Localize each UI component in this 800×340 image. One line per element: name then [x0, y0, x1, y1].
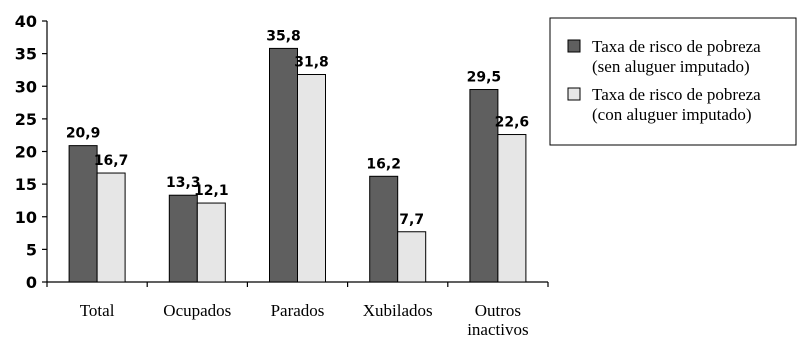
- data-label: 20,9: [66, 126, 101, 142]
- chart-bars: 20,9 16,7 13,312,1 35,8 31,8 16,2 7,7 29,5 22,6: [66, 28, 530, 283]
- x-category-label: Ocupados: [163, 301, 231, 320]
- data-label: 12,1: [194, 183, 229, 199]
- data-label: 22,6: [495, 115, 530, 131]
- bar: [168, 194, 198, 283]
- x-category-label: Xubilados: [363, 301, 433, 320]
- bar: [96, 172, 126, 283]
- data-label: 31,8: [294, 55, 329, 71]
- legend-label: (sen aluguer imputado): [592, 57, 750, 76]
- bar: [269, 47, 298, 283]
- data-label: 29,5: [467, 70, 502, 86]
- y-tick-label: 5: [26, 240, 37, 259]
- data-label: 16,2: [366, 156, 401, 172]
- y-tick-label: 40: [15, 12, 37, 31]
- bar: [68, 145, 98, 283]
- y-tick-label: 25: [15, 110, 37, 129]
- x-category-label: Parados: [271, 301, 325, 320]
- y-tick-label: 15: [15, 175, 37, 194]
- chart-legend: Taxa de risco de pobreza(sen aluguer imp…: [549, 17, 797, 146]
- x-category-label: Total: [80, 301, 115, 320]
- bar: [497, 134, 527, 283]
- bar: [196, 202, 226, 283]
- y-tick-label: 10: [15, 208, 37, 227]
- bar: [397, 231, 427, 283]
- legend-swatch: [567, 87, 581, 101]
- legend-label: Taxa de risco de pobreza: [592, 85, 761, 104]
- legend-label: Taxa de risco de pobreza: [592, 37, 761, 56]
- y-tick-label: 20: [15, 143, 37, 162]
- x-category-label: Outros: [475, 301, 521, 320]
- x-category-label: inactivos: [467, 320, 528, 339]
- data-label: 13,3: [166, 175, 201, 191]
- legend-swatch: [567, 39, 581, 53]
- data-label: 7,7: [399, 212, 424, 228]
- y-tick-label: 0: [26, 273, 37, 292]
- chart-axes: 0 5 10 15 20 25 30 35 40 Total Ocupados Parados Xubi…: [15, 12, 549, 339]
- bar: [297, 74, 326, 283]
- y-tick-label: 35: [15, 45, 37, 64]
- data-label: 16,7: [94, 153, 129, 169]
- data-label: 35,8: [266, 28, 301, 44]
- legend-label: (con aluguer imputado): [592, 105, 752, 124]
- y-tick-label: 30: [15, 77, 37, 96]
- bar: [369, 175, 399, 283]
- bar: [469, 89, 499, 283]
- legend-box: [549, 17, 797, 146]
